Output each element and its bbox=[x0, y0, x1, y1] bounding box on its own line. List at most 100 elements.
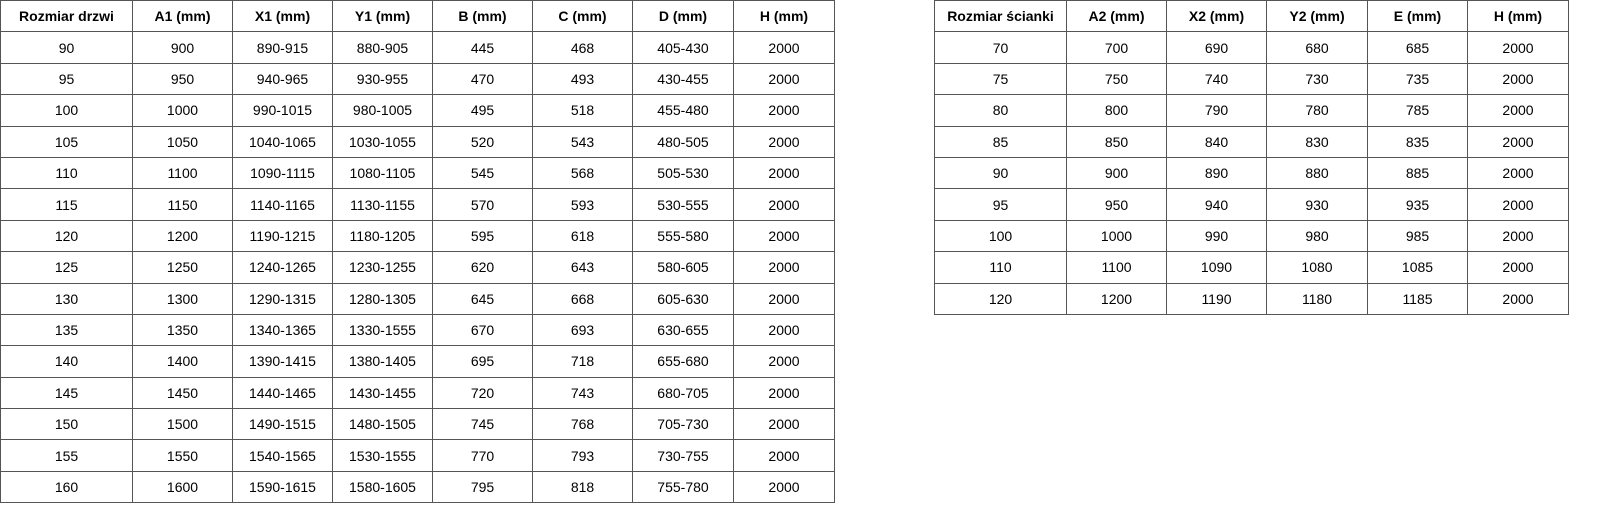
table-cell: 980 bbox=[1266, 219, 1368, 253]
table-row: 100 1000 990 980 985 2000 bbox=[934, 219, 1569, 253]
table-cell: 580-605 bbox=[632, 251, 734, 284]
table-cell: 470 bbox=[432, 62, 533, 96]
table-cell: 1150 bbox=[132, 188, 233, 221]
table-cell: 2000 bbox=[1467, 251, 1569, 284]
table-cell: 740 bbox=[1166, 62, 1267, 96]
table-cell: 890 bbox=[1166, 156, 1267, 190]
table-cell: 1000 bbox=[1066, 219, 1167, 253]
table-cell: 755-780 bbox=[632, 470, 734, 504]
table-cell: 1500 bbox=[132, 408, 233, 441]
table-row: 70 700 690 680 685 2000 bbox=[934, 31, 1569, 64]
table-cell: 95 bbox=[934, 188, 1067, 221]
table-cell: 95 bbox=[0, 62, 133, 96]
table-cell: 655-680 bbox=[632, 345, 734, 378]
table-cell: 105 bbox=[0, 125, 133, 158]
table-row: 95 950 940-965 930-955 470 493 430-455 2000 bbox=[0, 62, 835, 96]
table-cell: 1490-1515 bbox=[232, 408, 333, 441]
table-cell: 690 bbox=[1166, 31, 1267, 64]
table-cell: 2000 bbox=[1467, 219, 1569, 253]
column-header: Y2 (mm) bbox=[1266, 0, 1368, 33]
table-cell: 505-530 bbox=[632, 156, 734, 190]
table-cell: 643 bbox=[532, 251, 633, 284]
column-header: B (mm) bbox=[432, 0, 533, 33]
table-cell: 455-480 bbox=[632, 94, 734, 127]
table-cell: 668 bbox=[532, 282, 633, 315]
column-header: X1 (mm) bbox=[232, 0, 333, 33]
table-row: 75 750 740 730 735 2000 bbox=[934, 62, 1569, 96]
table-cell: 1200 bbox=[1066, 282, 1167, 315]
table-row: 140 1400 1390-1415 1380-1405 695 718 655-680 20… bbox=[0, 345, 835, 378]
table-cell: 1090-1115 bbox=[232, 156, 333, 190]
table-cell: 468 bbox=[532, 31, 633, 64]
table-cell: 2000 bbox=[733, 408, 835, 441]
table-cell: 85 bbox=[934, 125, 1067, 158]
table-cell: 750 bbox=[1066, 62, 1167, 96]
table-cell: 495 bbox=[432, 94, 533, 127]
table-cell: 595 bbox=[432, 219, 533, 253]
column-header: E (mm) bbox=[1367, 0, 1468, 33]
table-cell: 135 bbox=[0, 313, 133, 347]
table-row: 110 1100 1090 1080 1085 2000 bbox=[934, 251, 1569, 284]
table-row: 85 850 840 830 835 2000 bbox=[934, 125, 1569, 158]
table-cell: 120 bbox=[934, 282, 1067, 315]
table-cell: 1030-1055 bbox=[332, 125, 433, 158]
table-cell: 1400 bbox=[132, 345, 233, 378]
table-row: 120 1200 1190 1180 1185 2000 bbox=[934, 282, 1569, 315]
table-cell: 1430-1455 bbox=[332, 376, 433, 410]
table-cell: 818 bbox=[532, 470, 633, 504]
table-cell: 120 bbox=[0, 219, 133, 253]
table-cell: 940 bbox=[1166, 188, 1267, 221]
table-cell: 2000 bbox=[733, 62, 835, 96]
table-row: 155 1550 1540-1565 1530-1555 770 793 730-755 20… bbox=[0, 439, 835, 472]
table-cell: 930-955 bbox=[332, 62, 433, 96]
table-cell: 2000 bbox=[1467, 62, 1569, 96]
table-cell: 795 bbox=[432, 470, 533, 504]
column-header: A1 (mm) bbox=[132, 0, 233, 33]
table-cell: 1000 bbox=[132, 94, 233, 127]
table-cell: 1180 bbox=[1266, 282, 1368, 315]
table-cell: 150 bbox=[0, 408, 133, 441]
table-cell: 835 bbox=[1367, 125, 1468, 158]
table-cell: 1130-1155 bbox=[332, 188, 433, 221]
table-cell: 730-755 bbox=[632, 439, 734, 472]
table-cell: 1100 bbox=[132, 156, 233, 190]
table-cell: 693 bbox=[532, 313, 633, 347]
table-cell: 1190 bbox=[1166, 282, 1267, 315]
table-cell: 1190-1215 bbox=[232, 219, 333, 253]
door-size-table: Rozmiar drzwi A1 (mm) X1 (mm) Y1 (mm) B (mm)… bbox=[0, 0, 835, 504]
table-row: 95 950 940 930 935 2000 bbox=[934, 188, 1569, 221]
table-cell: 605-630 bbox=[632, 282, 734, 315]
table-cell: 110 bbox=[934, 251, 1067, 284]
table-cell: 730 bbox=[1266, 62, 1368, 96]
table-cell: 770 bbox=[432, 439, 533, 472]
table-cell: 545 bbox=[432, 156, 533, 190]
table-cell: 950 bbox=[132, 62, 233, 96]
table-cell: 880-905 bbox=[332, 31, 433, 64]
table-cell: 2000 bbox=[733, 282, 835, 315]
table-cell: 80 bbox=[934, 94, 1067, 127]
table-cell: 2000 bbox=[733, 219, 835, 253]
table-cell: 1230-1255 bbox=[332, 251, 433, 284]
table-cell: 700 bbox=[1066, 31, 1167, 64]
table-cell: 155 bbox=[0, 439, 133, 472]
table-cell: 2000 bbox=[733, 313, 835, 347]
table-cell: 830 bbox=[1266, 125, 1368, 158]
table-cell: 680-705 bbox=[632, 376, 734, 410]
table-cell: 518 bbox=[532, 94, 633, 127]
table-cell: 1185 bbox=[1367, 282, 1468, 315]
table-row: 135 1350 1340-1365 1330-1555 670 693 630-655 20… bbox=[0, 313, 835, 347]
table-cell: 1590-1615 bbox=[232, 470, 333, 504]
table-cell: 2000 bbox=[733, 188, 835, 221]
table-cell: 2000 bbox=[733, 125, 835, 158]
table-cell: 2000 bbox=[1467, 156, 1569, 190]
table-row: 90 900 890 880 885 2000 bbox=[934, 156, 1569, 190]
table-cell: 940-965 bbox=[232, 62, 333, 96]
table-cell: 930 bbox=[1266, 188, 1368, 221]
table-cell: 140 bbox=[0, 345, 133, 378]
table-cell: 1250 bbox=[132, 251, 233, 284]
table-cell: 130 bbox=[0, 282, 133, 315]
table-cell: 900 bbox=[132, 31, 233, 64]
table-cell: 2000 bbox=[733, 345, 835, 378]
table-cell: 405-430 bbox=[632, 31, 734, 64]
table-cell: 1050 bbox=[132, 125, 233, 158]
